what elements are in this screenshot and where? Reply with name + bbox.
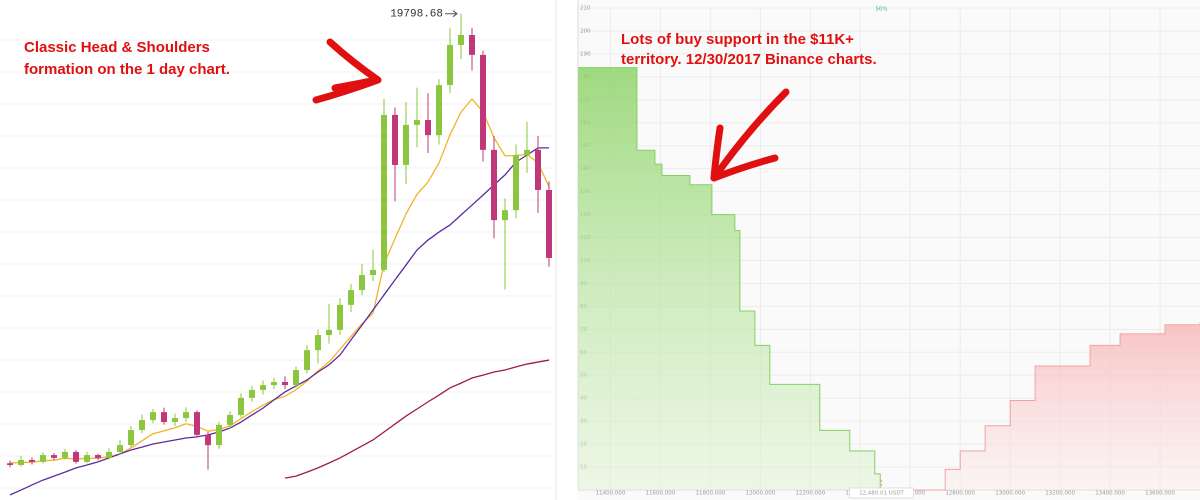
- left-panel: [0, 0, 556, 500]
- candle-body: [480, 54, 486, 150]
- candle-body: [348, 290, 354, 305]
- x-tick-label: 12200.000: [795, 491, 825, 497]
- candle-body: [304, 350, 310, 371]
- peak-label: 19798.68: [390, 9, 443, 21]
- arrows: [312, 38, 790, 182]
- candle-body: [51, 455, 57, 458]
- candle-body: [139, 420, 145, 431]
- candle-body: [183, 412, 189, 419]
- candle-body: [403, 124, 409, 165]
- candle-body: [458, 34, 464, 45]
- x-tick-label: 13200.000: [1045, 491, 1075, 497]
- x-tick-label: 11800.000: [696, 491, 726, 497]
- y-tick-label: 190: [580, 51, 591, 57]
- candle-body: [40, 455, 46, 462]
- candle-body: [524, 149, 530, 156]
- depth-line: [578, 67, 881, 490]
- candle-body: [337, 304, 343, 330]
- moving-average: [284, 359, 550, 479]
- depth-chart: 1020304050607080901001101201301401501601…: [577, 0, 1200, 499]
- candle-body: [370, 269, 376, 276]
- candle-body: [469, 34, 475, 55]
- candle-body: [117, 445, 123, 452]
- candle-body: [84, 455, 90, 462]
- x-tick-label: 11600.000: [646, 491, 676, 497]
- x-tick-label: 11400.000: [596, 491, 626, 497]
- moving-average: [9, 147, 549, 496]
- candle-body: [414, 120, 420, 125]
- candle-body: [227, 414, 233, 425]
- mid-label: 12,480.01 USDT: [859, 491, 904, 497]
- x-tick-label: 13400.000: [1095, 491, 1125, 497]
- y-tick-label: 210: [580, 6, 591, 12]
- annotation-line: Lots of buy support in the $11K+: [621, 31, 854, 48]
- candle-body: [513, 155, 519, 211]
- candle-body: [315, 335, 321, 351]
- candle-body: [249, 389, 255, 398]
- moving-average: [9, 97, 550, 464]
- depth-line: [882, 322, 1200, 491]
- candle-body: [326, 329, 332, 336]
- candle-body: [359, 275, 365, 291]
- candle-body: [62, 451, 68, 458]
- candle-body: [29, 459, 35, 462]
- candle-body: [150, 412, 156, 421]
- mid-label-box: [849, 487, 914, 499]
- candle-body: [271, 381, 277, 386]
- annotation-line: Classic Head & Shoulders: [24, 39, 210, 56]
- candle-body: [205, 434, 211, 446]
- x-tick-label: 13000.000: [995, 491, 1025, 497]
- candle-body: [392, 114, 398, 165]
- candle-body: [535, 149, 541, 190]
- candle-body: [106, 451, 112, 458]
- x-tick-label: 13600.000: [1145, 491, 1175, 497]
- peak-pointer: [445, 10, 458, 18]
- candle-body: [447, 44, 453, 86]
- candle-body: [238, 397, 244, 415]
- candle-body: [216, 424, 222, 446]
- candle-body: [546, 189, 552, 258]
- top-label: 50%: [875, 7, 887, 13]
- annotation-line: formation on the 1 day chart.: [24, 61, 230, 78]
- arrow: [710, 88, 790, 182]
- candle-body: [18, 459, 24, 466]
- candle-body: [95, 455, 101, 458]
- candle-body: [128, 430, 134, 446]
- x-tick-label: 12000.000: [745, 491, 775, 497]
- candle-body: [7, 463, 13, 466]
- x-tick-label: 12800.000: [945, 491, 975, 497]
- annotation-line: territory. 12/30/2017 Binance charts.: [621, 51, 877, 68]
- candle-body: [293, 370, 299, 386]
- candle-body: [161, 412, 167, 423]
- candle-body: [73, 451, 79, 462]
- candle-body: [194, 412, 200, 435]
- candle-body: [381, 114, 387, 270]
- candle-body: [436, 85, 442, 136]
- candle-body: [425, 120, 431, 136]
- candle-chart: 19798.68: [0, 0, 557, 500]
- candle-body: [491, 149, 497, 221]
- candle-body: [282, 381, 288, 386]
- y-tick-label: 200: [580, 28, 591, 34]
- candle-body: [172, 418, 178, 423]
- candle-body: [502, 210, 508, 221]
- candle-body: [260, 385, 266, 390]
- depth-area: [882, 322, 1200, 490]
- arrow: [331, 76, 380, 92]
- arrow: [710, 124, 779, 182]
